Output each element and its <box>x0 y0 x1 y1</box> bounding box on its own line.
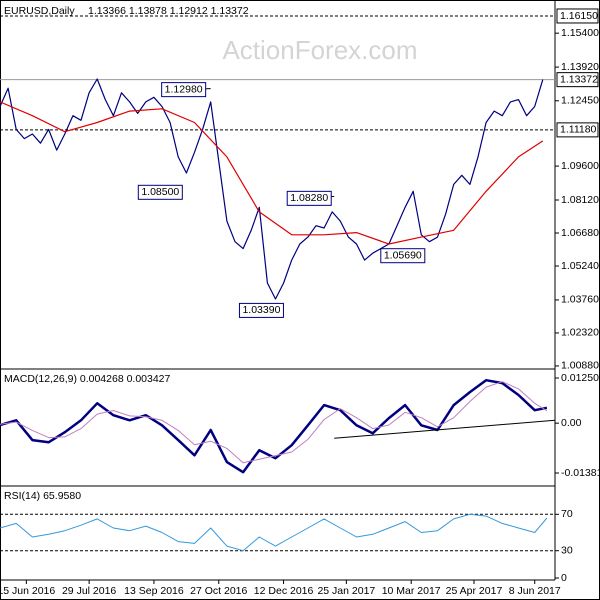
y-tick-label: 30 <box>561 544 573 556</box>
annotation-box <box>161 82 207 98</box>
series-line <box>0 513 548 552</box>
panel-subtitle: 1.13366 1.13878 1.12912 1.13372 <box>88 5 249 17</box>
y-tick-label: 1.05240 <box>561 260 599 272</box>
panel-title: MACD(12,26,9) 0.004268 0.003427 <box>4 373 171 385</box>
annotation-label: 1.05690 <box>384 249 422 261</box>
annotation-box <box>137 184 183 200</box>
y-tick-label: -0.013813 <box>561 467 600 479</box>
annotation-label: 1.03390 <box>242 304 280 316</box>
y-tick-label: 1.09600 <box>561 160 599 172</box>
panel-title: EURUSD,Daily <box>4 5 75 17</box>
trend-line <box>334 419 556 439</box>
annotation-label: 1.08280 <box>290 192 328 204</box>
x-tick-label: 12 Dec 2016 <box>254 585 314 597</box>
y-tick-label: 0.00 <box>561 417 582 429</box>
level-box <box>556 122 599 138</box>
annotation-label: 1.12980 <box>165 83 203 95</box>
y-tick-label: 1.13920 <box>561 61 599 73</box>
x-tick-label: 25 Jan 2017 <box>317 585 375 597</box>
y-tick-label: 1.06680 <box>561 227 599 239</box>
watermark: ActionForex.com <box>222 35 417 65</box>
x-tick-label: 13 Sep 2016 <box>124 585 184 597</box>
x-tick-label: 10 Mar 2017 <box>382 585 441 597</box>
level-label: 1.11180 <box>560 124 597 136</box>
y-tick-label: 0.012509 <box>561 372 600 384</box>
annotation-box <box>238 302 284 318</box>
y-tick-label: 1.08120 <box>561 194 599 206</box>
panel-title: RSI(14) 65.9580 <box>4 490 81 502</box>
level-box <box>556 72 599 88</box>
series-line <box>0 78 544 300</box>
x-tick-label: 8 Jun 2017 <box>509 585 561 597</box>
x-tick-label: 29 Jul 2016 <box>62 585 116 597</box>
level-box <box>556 8 599 24</box>
y-tick-label: 70 <box>561 508 573 520</box>
y-tick-label: 1.02320 <box>561 327 599 339</box>
y-tick-label: 1.03760 <box>561 294 599 306</box>
y-tick-label: 1.15400 <box>561 27 599 39</box>
annotation-box <box>286 190 332 206</box>
x-tick-label: 25 Apr 2017 <box>446 585 503 597</box>
annotation-label: 1.08500 <box>141 186 179 198</box>
annotation-box <box>380 248 426 264</box>
y-tick-label: 1.12450 <box>561 95 599 107</box>
y-tick-label: 0 <box>561 572 567 584</box>
y-tick-label: 1.00880 <box>561 360 599 372</box>
series-line <box>0 101 544 245</box>
level-label: 1.16150 <box>560 10 598 22</box>
level-label: 1.13372 <box>560 73 598 85</box>
series-line <box>0 381 548 464</box>
x-tick-label: 15 Jun 2016 <box>0 585 55 597</box>
x-tick-label: 27 Oct 2016 <box>190 585 247 597</box>
series-line <box>0 378 548 474</box>
